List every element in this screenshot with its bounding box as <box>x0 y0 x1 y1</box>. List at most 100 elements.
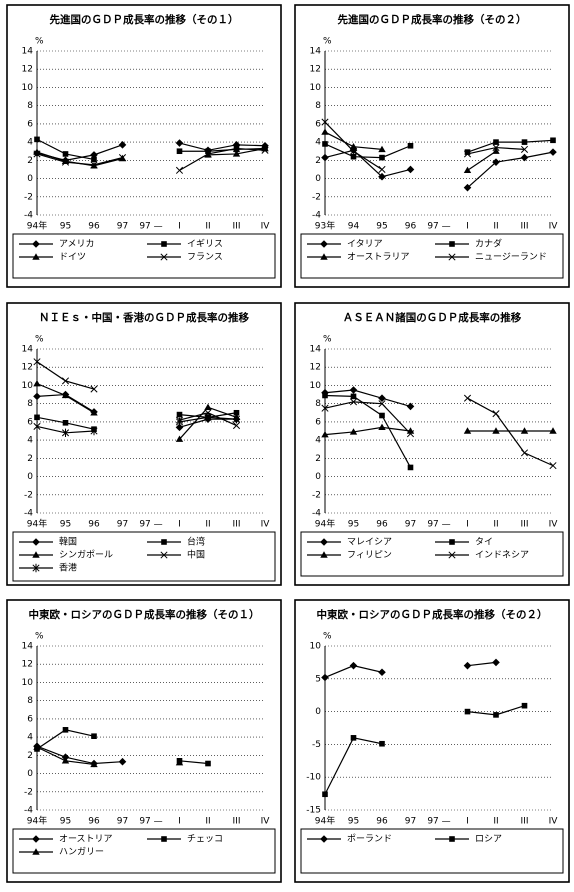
x-tick-label: 96 <box>88 520 100 530</box>
x-tick-label: III <box>233 222 241 232</box>
x-tick-label: 97 <box>117 222 128 232</box>
marker <box>321 673 329 682</box>
marker <box>160 253 168 261</box>
marker <box>463 394 472 402</box>
marker <box>322 392 328 399</box>
legend-box <box>12 531 276 582</box>
x-tick-label: 97 — <box>427 520 450 530</box>
y-tick-label: -2 <box>24 490 33 500</box>
marker <box>379 740 385 747</box>
y-tick-label: 14 <box>22 345 34 355</box>
y-tick-label: 0 <box>27 472 33 482</box>
legend-label: チェッコ <box>187 834 223 845</box>
y-tick-label: 4 <box>315 138 321 148</box>
series-line <box>324 661 497 679</box>
marker <box>61 757 70 764</box>
x-tick-label: I <box>466 817 469 827</box>
y-tick-label: 8 <box>27 696 33 706</box>
y-tick-label: 0 <box>27 174 33 184</box>
marker <box>492 147 500 154</box>
marker <box>232 421 241 430</box>
marker <box>549 148 557 156</box>
marker <box>520 449 529 457</box>
marker <box>378 668 386 677</box>
y-tick-label: -2 <box>24 192 33 202</box>
marker <box>118 757 127 766</box>
marker <box>350 153 357 160</box>
marker <box>61 428 70 438</box>
x-tick-label: II <box>493 222 498 232</box>
marker <box>34 414 40 421</box>
y-tick-label: 2 <box>27 156 33 166</box>
marker <box>61 377 70 385</box>
x-tick-label: I <box>178 222 181 232</box>
legend-box <box>300 828 564 874</box>
x-tick-label: III <box>521 222 529 232</box>
y-tick-label: 0 <box>27 769 33 779</box>
y-unit: % <box>323 335 332 345</box>
legend-box <box>300 233 564 279</box>
x-tick-label: 95 <box>60 817 71 827</box>
marker <box>32 240 40 248</box>
legend-label: イタリア <box>347 239 383 250</box>
marker <box>90 161 98 169</box>
marker <box>176 411 183 418</box>
y-tick-label: 0 <box>315 472 321 482</box>
y-tick-label: -4 <box>312 211 321 221</box>
y-tick-label: -4 <box>24 211 33 221</box>
marker <box>464 149 471 155</box>
x-tick-label: 97 — <box>139 222 162 232</box>
y-tick-label: 5 <box>315 674 321 684</box>
y-unit: % <box>323 37 332 47</box>
x-tick-label: III <box>521 520 529 530</box>
x-tick-label: 96 <box>376 520 388 530</box>
panel <box>6 599 282 883</box>
y-tick-label: 12 <box>22 363 33 373</box>
y-tick-label: 4 <box>27 138 33 148</box>
y-tick-label: 6 <box>315 417 321 427</box>
marker <box>62 151 69 157</box>
legend-label: 中国 <box>187 549 205 561</box>
marker <box>378 145 386 153</box>
marker <box>448 551 456 559</box>
marker <box>90 409 98 416</box>
marker <box>550 137 556 144</box>
marker <box>549 462 557 470</box>
marker <box>448 253 456 261</box>
x-tick-label: 97 — <box>139 520 162 530</box>
marker <box>160 551 168 559</box>
legend-label: フィリピン <box>347 550 392 561</box>
y-tick-label: 0 <box>315 707 321 717</box>
marker <box>91 156 97 163</box>
x-tick-label: I <box>466 520 469 530</box>
marker <box>463 150 472 158</box>
marker <box>492 427 500 434</box>
y-tick-label: -15 <box>306 806 321 816</box>
marker <box>61 158 70 166</box>
x-tick-label: 97 — <box>139 817 162 827</box>
y-tick-label: -4 <box>24 806 33 816</box>
marker <box>176 148 183 155</box>
marker <box>32 538 40 546</box>
marker <box>349 428 358 435</box>
x-tick-label: 94年 <box>315 815 335 827</box>
x-tick-label: I <box>178 817 181 827</box>
x-tick-label: I <box>178 520 181 530</box>
x-tick-label: 96 <box>376 817 388 827</box>
legend-label: タイ <box>475 537 493 548</box>
y-tick-label: 10 <box>310 642 322 652</box>
marker <box>349 142 358 150</box>
x-tick-label: 95 <box>376 222 387 232</box>
legend-label: 韓国 <box>59 537 77 548</box>
marker <box>320 538 328 546</box>
x-tick-label: 96 <box>88 817 100 827</box>
marker <box>33 379 41 387</box>
marker <box>34 136 40 143</box>
y-tick-label: 12 <box>310 65 321 75</box>
marker <box>161 241 167 247</box>
marker <box>406 165 415 174</box>
y-unit: % <box>35 632 44 642</box>
legend-box <box>300 531 564 577</box>
marker <box>321 404 329 412</box>
